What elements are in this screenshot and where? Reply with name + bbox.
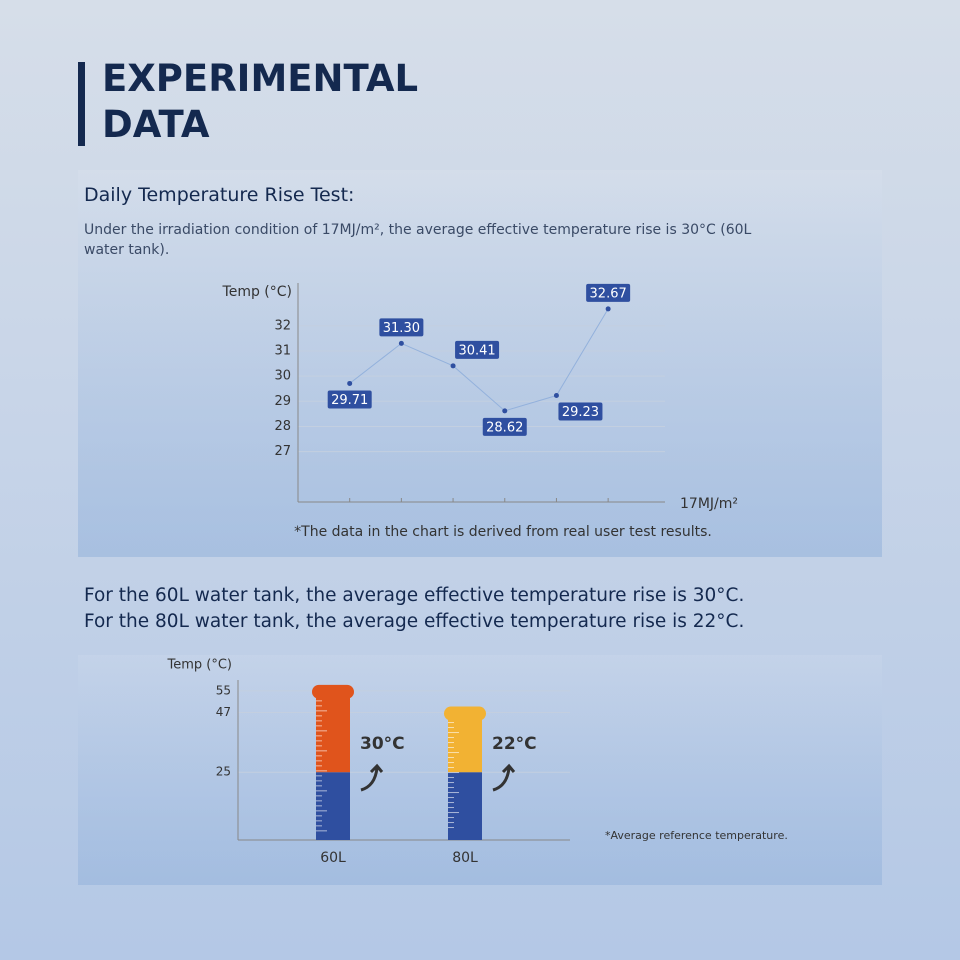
value-label-box bbox=[327, 390, 372, 409]
value-label-box bbox=[586, 283, 631, 302]
section-heading: Daily Temperature Rise Test: bbox=[84, 184, 355, 206]
y-axis-label: Temp (°C) bbox=[222, 284, 292, 300]
value-label-box bbox=[482, 417, 527, 436]
tube-cap bbox=[444, 706, 486, 721]
page-title: EXPERIMENTAL DATA bbox=[102, 57, 419, 146]
point bbox=[553, 393, 559, 399]
y-tick-label: 29 bbox=[274, 394, 291, 409]
value-label: 29.23 bbox=[562, 405, 599, 420]
point bbox=[502, 408, 508, 414]
value-label-box bbox=[379, 318, 424, 337]
value-label: 32.67 bbox=[590, 286, 627, 301]
title-bar bbox=[78, 62, 85, 146]
value-label: 31.30 bbox=[383, 321, 420, 336]
point bbox=[605, 306, 611, 312]
value-label: 29.71 bbox=[331, 393, 368, 408]
arrow-icon bbox=[492, 763, 516, 792]
value-label-box bbox=[558, 402, 603, 421]
value-label: 22°C bbox=[492, 734, 537, 754]
y-tick-label: 27 bbox=[274, 444, 291, 459]
y-tick-label: 47 bbox=[216, 705, 231, 719]
y-tick-label: 32 bbox=[274, 318, 291, 333]
line bbox=[349, 308, 609, 412]
y-tick-label: 25 bbox=[216, 765, 231, 779]
x-tick-label: 80L bbox=[452, 850, 478, 866]
chart-note: *Average reference temperature. bbox=[605, 829, 788, 842]
value-label: 30.41 bbox=[458, 343, 495, 358]
point bbox=[347, 380, 353, 386]
description: Under the irradiation condition of 17MJ/… bbox=[84, 222, 752, 258]
panel bbox=[78, 170, 882, 557]
y-tick-label: 55 bbox=[216, 683, 231, 697]
tube-cap bbox=[312, 684, 354, 699]
chart-note: *The data in the chart is derived from r… bbox=[294, 524, 712, 540]
statement: For the 80L water tank, the average effe… bbox=[84, 611, 745, 632]
tube-segment bbox=[316, 690, 350, 773]
value-label: 28.62 bbox=[486, 420, 523, 435]
value-label: 30°C bbox=[360, 734, 405, 754]
y-tick-label: 30 bbox=[274, 369, 291, 384]
point bbox=[398, 340, 404, 346]
value-label-box bbox=[455, 340, 500, 359]
y-axis-label: Temp (°C) bbox=[167, 658, 233, 673]
x-tick-label: 60L bbox=[320, 850, 346, 866]
tube-segment bbox=[448, 772, 482, 840]
arrow-icon bbox=[360, 763, 384, 792]
point bbox=[450, 363, 456, 369]
y-tick-label: 31 bbox=[274, 343, 291, 358]
statement: For the 60L water tank, the average effe… bbox=[84, 585, 745, 606]
y-tick-label: 28 bbox=[274, 419, 291, 434]
x-axis-label: 17MJ/m² bbox=[680, 496, 738, 512]
